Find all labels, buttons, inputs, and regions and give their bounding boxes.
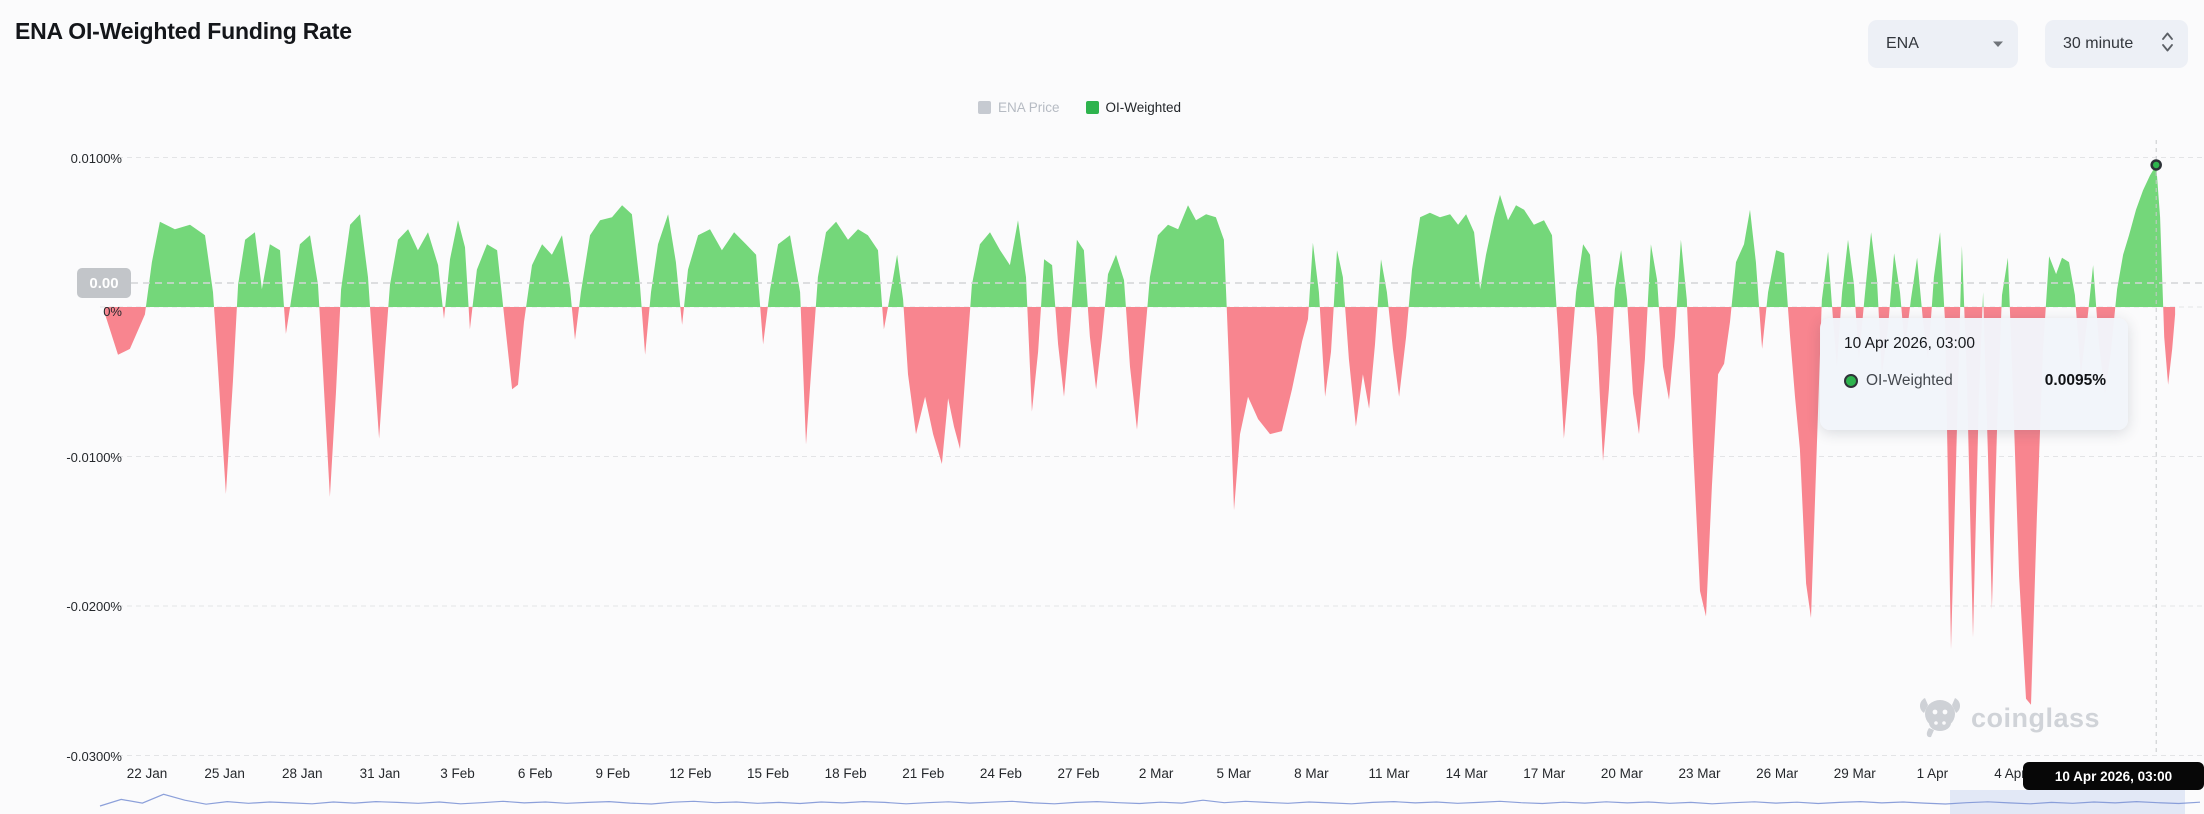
legend-item-ena-price[interactable]: ENA Price <box>978 100 1060 115</box>
x-tick-label: 28 Jan <box>281 766 323 781</box>
interval-select-value: 30 minute <box>2063 35 2134 52</box>
x-tick-label: 20 Mar <box>1600 766 1643 781</box>
x-tick-label: 22 Jan <box>126 766 168 781</box>
x-tick-label: 11 Mar <box>1368 766 1410 781</box>
y-tick-label: -0.0300% <box>66 748 122 764</box>
x-tick-label: 21 Feb <box>902 766 945 781</box>
symbol-select-value: ENA <box>1886 35 1919 52</box>
x-tick-label: 15 Feb <box>746 766 790 781</box>
x-tick-label: 24 Feb <box>979 766 1022 781</box>
x-tick-label: 17 Mar <box>1523 766 1566 781</box>
x-tick-label: 25 Jan <box>204 766 245 781</box>
x-tick-label: 6 Feb <box>517 766 553 781</box>
x-tick-label: 27 Feb <box>1057 766 1100 781</box>
y-tick-label: 0% <box>103 304 122 319</box>
x-tick-label: 18 Feb <box>824 766 867 781</box>
x-tick-label: 5 Mar <box>1216 766 1252 781</box>
legend-swatch-icon <box>1085 101 1099 114</box>
x-tick-label: 4 Apr <box>1994 766 2026 781</box>
tooltip-timestamp: 10 Apr 2026, 03:00 <box>1844 335 1976 352</box>
watermark: coinglass <box>1917 692 2100 745</box>
x-tick-label: 14 Mar <box>1445 766 1488 781</box>
x-tick-label: 29 Mar <box>1833 766 1876 781</box>
legend-label: OI-Weighted <box>1105 100 1182 115</box>
legend-label: ENA Price <box>998 100 1060 115</box>
x-axis-hover-tooltip: 10 Apr 2026, 03:00 <box>2023 762 2204 790</box>
x-tick-label: 9 Feb <box>595 766 631 781</box>
x-tick-label: 3 Feb <box>440 766 475 781</box>
x-tick-label: 31 Jan <box>359 766 401 781</box>
chart-tooltip: 10 Apr 2026, 03:00 OI-Weighted 0.0095% <box>1820 318 2128 430</box>
x-tick-label: 23 Mar <box>1678 766 1721 781</box>
y-tick-label: -0.0200% <box>66 599 122 614</box>
tooltip-series-name: OI-Weighted <box>1866 372 1953 389</box>
chevron-down-icon <box>1992 35 2004 53</box>
chevron-up-down-icon <box>2161 31 2174 58</box>
coinglass-bull-icon <box>1917 692 1963 745</box>
x-tick-label: 8 Mar <box>1294 766 1329 781</box>
x-tick-label: 26 Mar <box>1756 766 1799 781</box>
legend-swatch-icon <box>978 101 991 114</box>
tooltip-series-value: 0.0095% <box>2044 372 2106 389</box>
interval-select[interactable]: 30 minute <box>2045 20 2188 68</box>
y-tick-label: 0.0100% <box>70 150 122 166</box>
legend-item-oi-weighted[interactable]: OI-Weighted <box>1085 100 1182 115</box>
symbol-select[interactable]: ENA <box>1868 20 2018 68</box>
watermark-text: coinglass <box>1971 703 2101 733</box>
chart-legend: ENA Price OI-Weighted <box>978 100 1181 115</box>
y-tick-label: -0.0100% <box>66 449 122 465</box>
zero-value-badge: 0.00 <box>77 268 131 298</box>
page-title: ENA OI-Weighted Funding Rate <box>15 18 352 44</box>
x-tick-label: 1 Apr <box>1916 766 1949 781</box>
tooltip-series-dot-icon <box>1844 374 1858 388</box>
x-tick-label: 12 Feb <box>669 766 712 781</box>
x-tick-label: 2 Mar <box>1138 766 1174 781</box>
